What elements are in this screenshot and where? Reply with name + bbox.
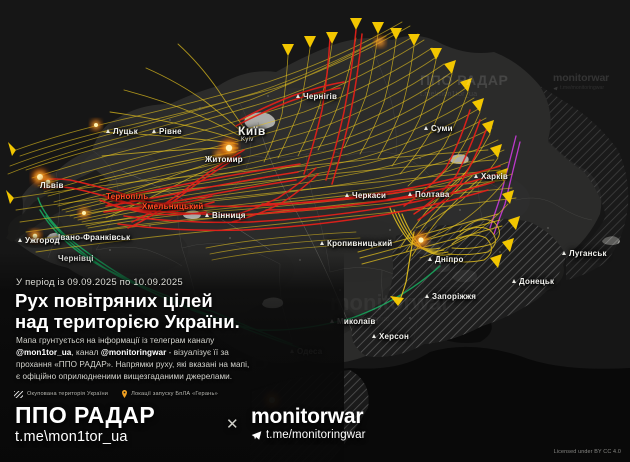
track-arrowheads [6,18,520,306]
period-label: У період із 09.09.2025 по 10.09.2025 [16,277,183,288]
description-line-1: Мапа грунтується на інформації із телегр… [16,336,215,345]
description-line-4: є офіційно оприлюдненими вищезгаданими д… [16,372,233,381]
track-yellow-loops [443,219,500,263]
headline-line-2: над територією України. [15,311,240,332]
track-red [41,29,501,232]
track-yellow-sweep [13,149,517,253]
legend: Окупована територія України Локації запу… [14,390,218,398]
license-note: Licensed under BY CC 4.0 [553,449,621,455]
brand-mw-handle[interactable]: t.me/monitoringwar [251,429,366,441]
page-title: Рух повітряних цілей над територією Укра… [15,290,240,332]
handle-mon1tor-ua: @mon1tor_ua [16,348,72,357]
brand-ppo-radar[interactable]: ППО РАДАР t.me\mon1tor_ua [15,402,156,446]
legend-item-launch-locations: Локації запуску БпЛА «Герань» [122,390,218,398]
track-yellow-donbas [389,207,453,256]
headline-line-1: Рух повітряних цілей [15,290,213,311]
description-line-2-end: - візуалізує її за [166,348,229,357]
brand-ppo-name: ППО РАДАР [15,402,156,428]
track-purple [489,135,521,235]
brand-mw-handle-text: t.me/monitoringwar [266,429,366,441]
description-line-3: прохання «ППО РАДАР». Напрямки руху, які… [16,360,250,369]
legend-item-occupied-territory: Окупована територія України [14,390,109,398]
brand-separator: ✕ [226,416,239,433]
hatch-swatch-icon [14,390,23,398]
brand-monitorwar[interactable]: monitorwar t.me/monitoringwar [251,405,366,441]
map-pin-icon [122,390,128,398]
legend-label-launch: Локації запуску БпЛА «Герань» [131,391,218,397]
description-line-2-mid: , канал [71,348,101,357]
brand-ppo-handle[interactable]: t.me\mon1tor_ua [15,429,128,445]
description-text: Мапа грунтується на інформації із телегр… [16,335,296,383]
legend-label-occupied: Окупована територія України [27,391,109,397]
handle-monitoringwar: @monitoringwar [100,348,167,357]
description-line-2: @mon1tor_ua, канал @monitoringwar - візу… [16,347,296,359]
telegram-icon [251,430,262,440]
brand-mw-name: monitorwar [251,405,364,428]
